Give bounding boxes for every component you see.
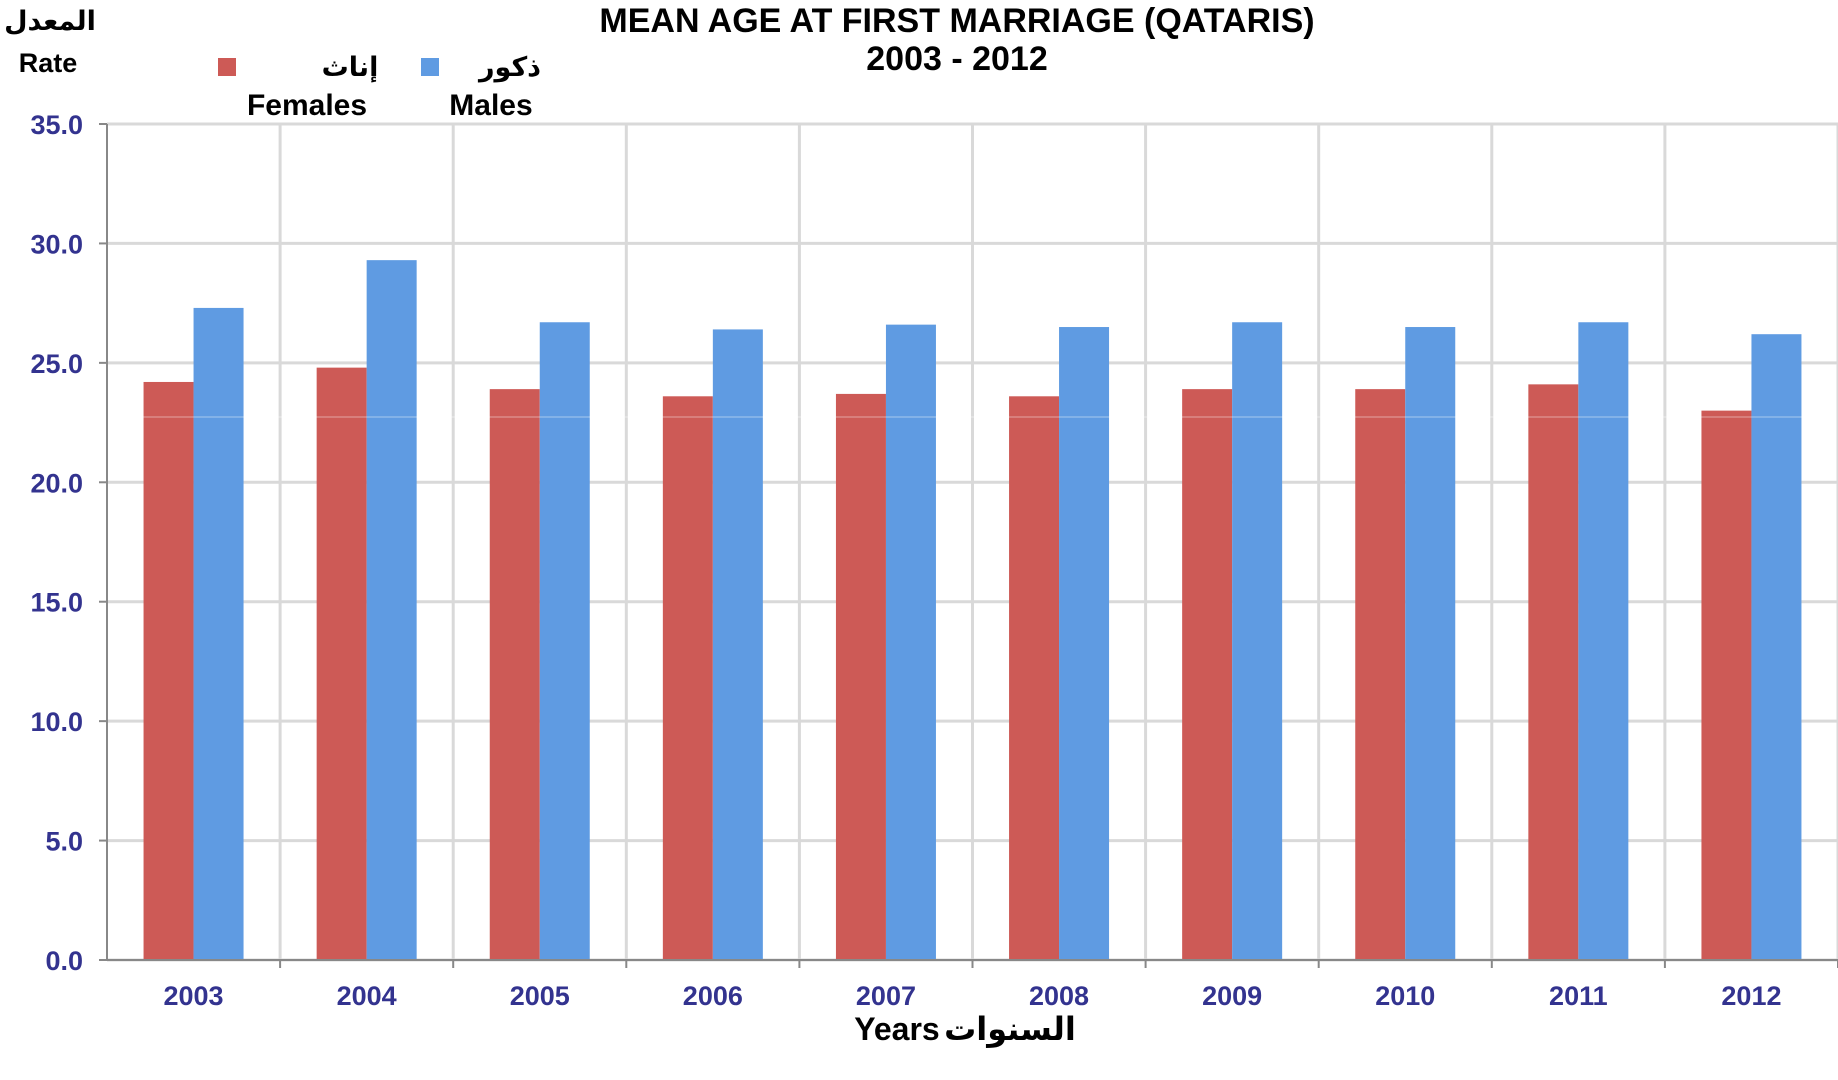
x-tick-label: 2010 [1375,981,1435,1011]
y-axis-label: Rate [19,48,78,78]
legend-swatch-males [421,58,439,76]
bar-males-2011 [1578,322,1629,960]
x-tick-label: 2007 [856,981,916,1011]
y-tick-label: 20.0 [30,468,83,498]
y-axis-label-arabic: المعدل [4,6,96,36]
x-tick-labels: 2003 2004 2005 2006 2007 2008 2009 2010 2011 2012 [164,981,1782,1011]
bar-females-2009 [1182,389,1233,960]
y-tick-label: 30.0 [30,229,83,259]
legend-label-males-arabic: ذكور [477,52,541,83]
y-tick-label: 15.0 [30,588,83,618]
legend-label-females: Females [247,89,367,122]
bar-females-2008 [1009,396,1060,961]
chart-title: MEAN AGE AT FIRST MARRIAGE (QATARIS) [599,2,1314,40]
x-tick-label: 2008 [1029,981,1089,1011]
bar-males-2004 [366,260,417,960]
bar-males-2009 [1232,322,1283,960]
bar-females-2007 [835,393,886,960]
bar-females-2004 [316,367,367,960]
x-tick-label: 2004 [337,981,397,1011]
y-tick-label: 10.0 [30,707,83,737]
bar-females-2010 [1355,389,1406,960]
y-axis-title: المعدل Rate [4,6,96,78]
bar-males-2007 [885,324,936,960]
bar-females-2006 [662,396,713,961]
y-tick-label: 5.0 [45,827,83,857]
y-tick-label: 0.0 [45,946,83,976]
x-axis-title: Years السنوات [854,1011,1076,1048]
x-tick-label: 2012 [1721,981,1781,1011]
legend: إناث Females ذكور Males [218,52,541,122]
bar-males-2006 [712,329,763,961]
bar-males-2005 [539,322,590,960]
legend-label-males: Males [449,89,532,122]
x-tick-label: 2011 [1549,981,1608,1011]
chart-subtitle: 2003 - 2012 [866,40,1048,78]
legend-swatch-females [218,58,236,76]
x-tick-label: 2005 [510,981,570,1011]
bar-males-2010 [1405,327,1456,960]
bar-males-2003 [193,307,244,960]
y-tick-label: 25.0 [30,349,83,379]
bar-females-2003 [143,381,194,961]
bar-females-2012 [1701,410,1752,961]
chart-header: MEAN AGE AT FIRST MARRIAGE (QATARIS) 200… [599,2,1314,78]
bar-females-2005 [489,389,540,960]
axes [99,123,1838,968]
legend-label-females-arabic: إناث [322,52,379,83]
bar-males-2012 [1751,334,1802,960]
bars [127,260,1818,961]
x-tick-label: 2009 [1202,981,1262,1011]
bar-males-2008 [1059,327,1110,960]
x-tick-label: 2006 [683,981,743,1011]
y-tick-labels: 0.0 5.0 10.0 15.0 20.0 25.0 30.0 35.0 [30,110,83,976]
y-tick-label: 35.0 [30,110,83,140]
x-axis-label-arabic: السنوات [944,1011,1076,1048]
x-tick-label: 2003 [164,981,224,1011]
x-axis-label: Years [854,1011,939,1047]
bar-females-2011 [1528,384,1579,961]
